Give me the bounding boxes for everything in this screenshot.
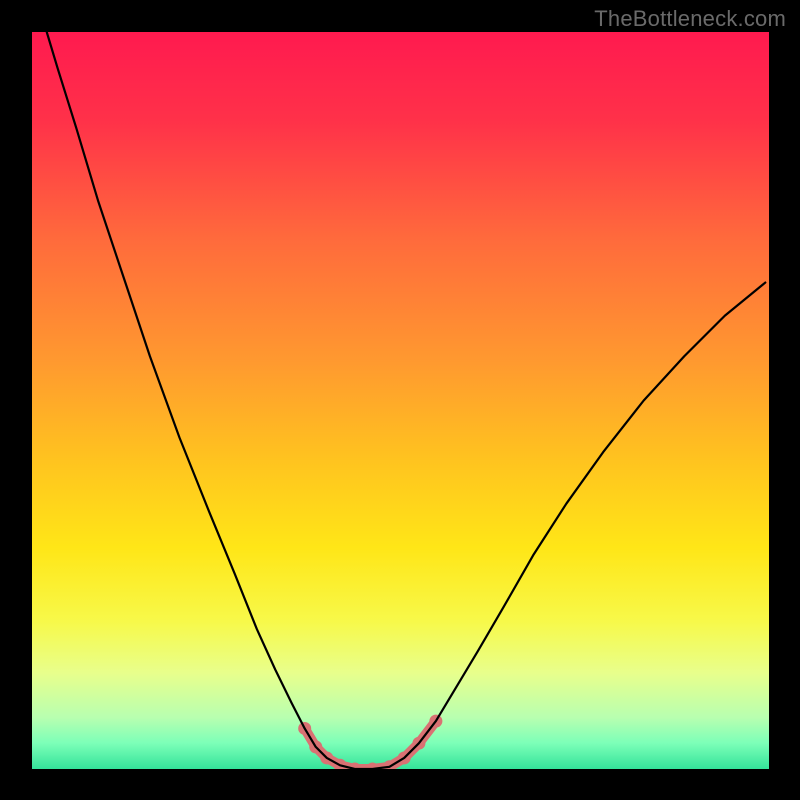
stage: TheBottleneck.com <box>0 0 800 800</box>
bottleneck-chart <box>0 0 800 800</box>
plot-background <box>32 32 769 769</box>
